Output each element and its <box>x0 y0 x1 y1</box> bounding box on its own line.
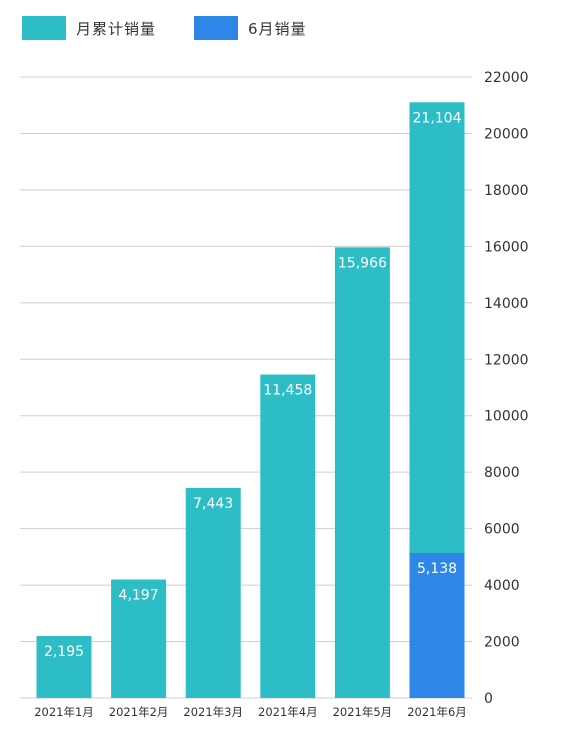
legend-item-june: 6月销量 <box>194 16 307 40</box>
legend-swatch-june <box>194 16 239 40</box>
data-label: 11,458 <box>263 383 312 399</box>
y-tick-label: 10000 <box>484 409 529 425</box>
y-tick-label: 16000 <box>484 239 529 255</box>
y-tick-label: 2000 <box>484 635 520 651</box>
y-tick-label: 18000 <box>484 183 529 199</box>
x-tick-label: 2021年4月 <box>258 705 318 719</box>
legend-swatch-cumulative <box>22 16 66 40</box>
x-tick-label: 2021年1月 <box>34 705 94 719</box>
legend-label-cumulative: 月累计销量 <box>76 19 157 38</box>
data-label: 7,443 <box>193 496 233 512</box>
bar-cumulative <box>111 579 167 698</box>
y-tick-label: 6000 <box>484 522 520 538</box>
bar-cumulative <box>260 374 316 698</box>
data-label: 21,104 <box>413 110 462 126</box>
legend: 月累计销量 6月销量 <box>22 16 307 40</box>
data-label: 2,195 <box>44 644 84 660</box>
x-tick-label: 2021年5月 <box>333 705 393 719</box>
bar-cumulative <box>36 636 92 698</box>
y-tick-label: 8000 <box>484 465 520 481</box>
legend-item-cumulative: 月累计销量 <box>22 16 156 40</box>
y-tick-label: 14000 <box>484 296 529 312</box>
y-tick-label: 4000 <box>484 578 520 594</box>
x-tick-label: 2021年2月 <box>109 705 169 719</box>
data-label: 5,138 <box>417 561 457 577</box>
y-tick-label: 22000 <box>484 70 529 86</box>
y-tick-label: 0 <box>484 691 493 707</box>
x-tick-label: 2021年3月 <box>183 705 243 719</box>
bar-cumulative <box>185 487 241 698</box>
data-label: 4,197 <box>119 588 159 604</box>
bar-june <box>409 552 465 698</box>
data-label: 15,966 <box>338 255 387 271</box>
legend-label-june: 6月销量 <box>248 19 307 38</box>
y-tick-label: 20000 <box>484 126 529 142</box>
x-tick-label: 2021年6月 <box>407 705 467 719</box>
bar-cumulative <box>334 247 390 698</box>
y-tick-label: 12000 <box>484 352 529 368</box>
